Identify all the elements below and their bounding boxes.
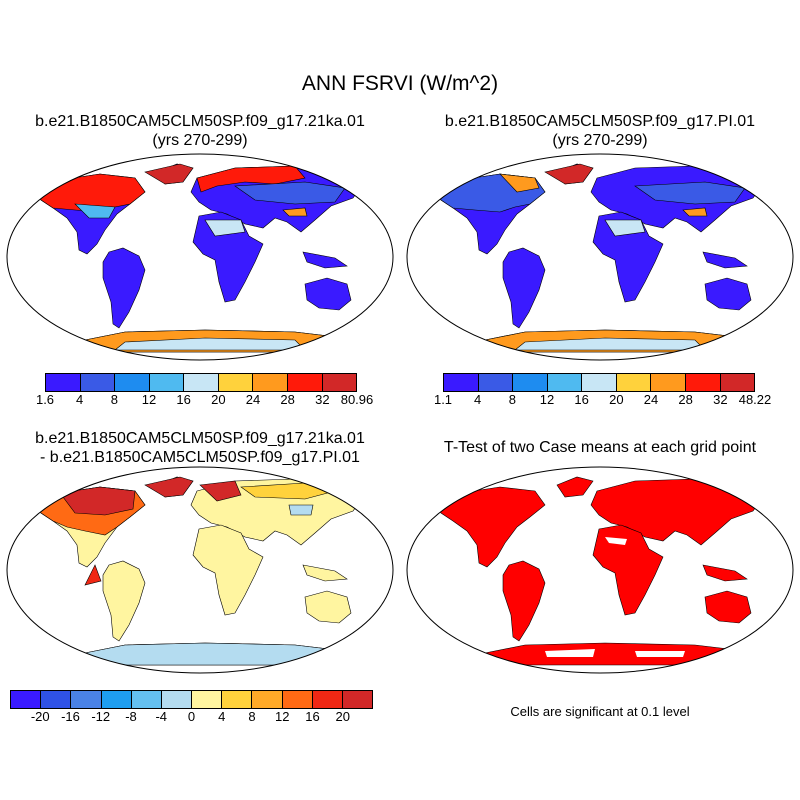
diff-colorbar-cell <box>41 691 72 708</box>
case1-colorbar-cell <box>184 374 219 391</box>
case2-colorbar-cell <box>616 374 652 391</box>
diff-colorbar-tick-label: -8 <box>125 709 137 724</box>
case2-colorbar-tick-label: 8 <box>508 392 516 407</box>
case2-colorbar-tick-label: 16 <box>574 392 589 407</box>
case2-title-line2: (yrs 270-299) <box>552 132 648 149</box>
case2-colorbar-tick-label: 1.1 <box>433 392 453 407</box>
diff-colorbar-tick-label: 16 <box>305 709 320 724</box>
diff-colorbar-cell <box>161 691 193 708</box>
case1-title-line1: b.e21.B1850CAM5CLM50SP.f09_g17.21ka.01 <box>35 113 365 130</box>
case1-title-line2: (yrs 270-299) <box>152 132 248 149</box>
case2-colorbar-cell <box>582 374 617 391</box>
case1-colorbar-tick-label: 8 <box>110 392 118 407</box>
ttest-note: Cells are significant at 0.1 level <box>510 704 690 719</box>
case2-colorbar-tick-label: 20 <box>609 392 624 407</box>
case1-colorbar-tick-label: 16 <box>176 392 191 407</box>
case1-colorbar-cell <box>322 374 357 391</box>
case2-colorbar-cell <box>720 374 755 391</box>
diff-colorbar-tick-label: -12 <box>91 709 111 724</box>
ttest-title: T-Test of two Case means at each grid po… <box>443 439 757 456</box>
diff-colorbar-cell <box>131 691 162 708</box>
case2-colorbar-tick-label: 4 <box>474 392 482 407</box>
case1-colorbar-ticks: 1.6 4 8 12 16 20 24 28 32 80.96 <box>36 392 373 408</box>
diff-map <box>5 465 395 675</box>
diff-colorbar-cell <box>312 691 343 708</box>
case1-colorbar-cell <box>149 374 185 391</box>
case1-colorbar-cell <box>80 374 116 391</box>
case1-colorbar-tick-label: 28 <box>280 392 295 407</box>
diff-colorbar-cell <box>252 691 283 708</box>
case1-colorbar-tick-label: 20 <box>211 392 226 407</box>
diff-colorbar: -20 -16 -12 -8 -4 0 4 8 12 16 20 <box>10 690 373 725</box>
diff-title: b.e21.B1850CAM5CLM50SP.f09_g17.21ka.01 -… <box>0 429 400 467</box>
case2-title-line1: b.e21.B1850CAM5CLM50SP.f09_g17.PI.01 <box>444 113 756 130</box>
diff-title-line2: - b.e21.B1850CAM5CLM50SP.f09_g17.PI.01 <box>40 449 360 466</box>
case1-map <box>5 152 395 362</box>
diff-colorbar-cell <box>11 691 42 708</box>
diff-colorbar-tick-label: 8 <box>248 709 256 724</box>
case1-colorbar-cells <box>45 373 357 392</box>
case1-colorbar-cell <box>115 374 150 391</box>
case2-colorbar-cell <box>685 374 721 391</box>
diff-colorbar-cell <box>71 691 102 708</box>
diff-colorbar-cell <box>222 691 253 708</box>
case1-colorbar-tick-label: 80.96 <box>340 392 374 407</box>
diff-colorbar-tick-label: 20 <box>335 709 350 724</box>
case2-map <box>405 152 795 362</box>
case1-colorbar: 1.6 4 8 12 16 20 24 28 32 80.96 <box>36 373 373 408</box>
case2-colorbar-tick-label: 24 <box>643 392 659 407</box>
case1-colorbar-tick-label: 4 <box>76 392 84 407</box>
figure-title: ANN FSRVI (W/m^2) <box>301 72 499 95</box>
case2-colorbar: 1.1 4 8 12 16 20 24 28 32 48.22 <box>434 373 771 408</box>
case2-title: b.e21.B1850CAM5CLM50SP.f09_g17.PI.01 (yr… <box>400 112 800 150</box>
diff-title-line1: b.e21.B1850CAM5CLM50SP.f09_g17.21ka.01 <box>35 430 365 447</box>
diff-colorbar-tick-label: 12 <box>275 709 290 724</box>
diff-colorbar-tick-label: 4 <box>218 709 226 724</box>
case2-colorbar-cells <box>443 373 755 392</box>
case2-colorbar-tick-label: 48.22 <box>738 392 772 407</box>
diff-colorbar-cell <box>101 691 132 708</box>
case1-colorbar-cell <box>253 374 288 391</box>
diff-colorbar-cell <box>192 691 223 708</box>
case2-colorbar-tick-label: 28 <box>678 392 693 407</box>
diff-colorbar-tick-label: -4 <box>155 709 168 724</box>
case1-colorbar-tick-label: 24 <box>245 392 261 407</box>
case1-title: b.e21.B1850CAM5CLM50SP.f09_g17.21ka.01 (… <box>0 112 400 150</box>
diff-colorbar-tick-label: -20 <box>30 709 50 724</box>
case2-colorbar-tick-label: 32 <box>713 392 728 407</box>
case2-colorbar-cell <box>478 374 514 391</box>
diff-colorbar-cell <box>342 691 373 708</box>
diff-colorbar-cell <box>282 691 313 708</box>
case1-colorbar-cell <box>218 374 254 391</box>
case1-colorbar-cell <box>287 374 323 391</box>
diff-colorbar-tick-label: -16 <box>61 709 80 724</box>
case1-colorbar-tick-label: 12 <box>141 392 157 407</box>
ttest-map <box>405 465 795 675</box>
diff-colorbar-tick-label: 0 <box>187 709 196 724</box>
case2-colorbar-cell <box>547 374 583 391</box>
case2-colorbar-cell <box>513 374 548 391</box>
case2-colorbar-tick-label: 12 <box>539 392 555 407</box>
case2-colorbar-ticks: 1.1 4 8 12 16 20 24 28 32 48.22 <box>434 392 771 408</box>
diff-colorbar-ticks: -20 -16 -12 -8 -4 0 4 8 12 16 20 <box>10 709 373 725</box>
case1-colorbar-tick-label: 32 <box>315 392 330 407</box>
case2-colorbar-cell <box>651 374 686 391</box>
diff-colorbar-cells <box>10 690 373 709</box>
case1-colorbar-cell <box>46 374 81 391</box>
case2-colorbar-cell <box>444 374 479 391</box>
case1-colorbar-tick-label: 1.6 <box>35 392 55 407</box>
